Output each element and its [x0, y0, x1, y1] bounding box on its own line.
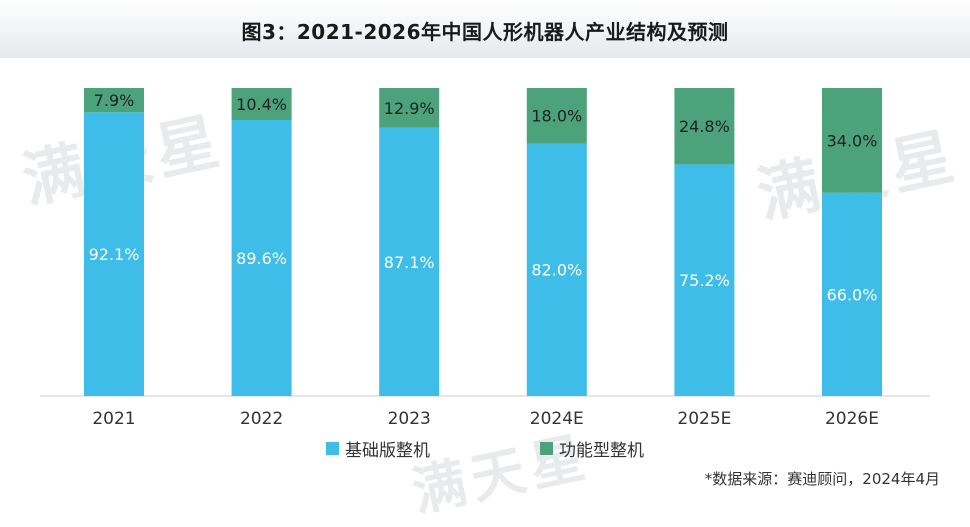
- data-label-basic-2023: 87.1%: [384, 253, 435, 272]
- x-tick-label-2022: 2022: [240, 409, 283, 429]
- data-label-basic-2024E: 82.0%: [531, 261, 582, 280]
- data-label-basic-2021: 92.1%: [89, 245, 140, 264]
- data-label-functional-2024E: 18.0%: [531, 107, 582, 126]
- bar-basic-2022: [231, 120, 292, 397]
- x-tick-label-2023: 2023: [388, 409, 431, 429]
- legend-label-series-0: 基础版整机: [345, 441, 430, 461]
- data-label-functional-2026E: 34.0%: [827, 131, 878, 150]
- x-tick-label-2021: 2021: [92, 409, 135, 429]
- legend-swatch-series-0: [326, 442, 339, 455]
- bar-basic-2026E: [822, 192, 882, 396]
- x-tick-label-2025E: 2025E: [677, 409, 731, 429]
- bar-basic-2025E: [674, 164, 735, 396]
- data-label-functional-2025E: 24.8%: [679, 117, 730, 136]
- chart-title: 图3：2021-2026年中国人形机器人产业结构及预测: [241, 20, 729, 44]
- data-label-functional-2022: 10.4%: [236, 95, 287, 114]
- bar-functional-2026E: [822, 88, 882, 193]
- stacked-bar-chart: 92.1% 7.9% 89.6% 10.4% 87.1% 12.9% 82.0% 18.0% 7…: [40, 88, 930, 429]
- x-tick-label-2024E: 2024E: [530, 409, 584, 429]
- data-label-functional-2021: 7.9%: [94, 91, 135, 110]
- title-bar: 图3：2021-2026年中国人形机器人产业结构及预测: [0, 0, 970, 58]
- x-tick-label-2026E: 2026E: [825, 409, 879, 429]
- bar-basic-2024E: [526, 143, 587, 396]
- legend-item-series-1: 功能型整机: [540, 436, 644, 461]
- source-note: *数据来源：赛迪顾问，2024年4月: [704, 470, 940, 488]
- legend-swatch-series-1: [540, 442, 553, 455]
- legend-item-series-0: 基础版整机: [326, 436, 430, 461]
- data-label-basic-2022: 89.6%: [236, 249, 287, 268]
- bar-basic-2023: [379, 127, 440, 397]
- bar-functional-2023: [379, 88, 440, 128]
- bar-functional-2022: [231, 88, 292, 121]
- bar-functional-2024E: [526, 88, 587, 144]
- bar-basic-2021: [84, 112, 144, 396]
- bar-functional-2025E: [674, 88, 735, 165]
- data-label-functional-2023: 12.9%: [384, 99, 435, 118]
- legend-label-series-1: 功能型整机: [559, 441, 644, 461]
- data-label-basic-2026E: 66.0%: [827, 285, 878, 304]
- legend: 基础版整机 功能型整机: [0, 436, 970, 461]
- bar-functional-2021: [84, 88, 144, 113]
- data-label-basic-2025E: 75.2%: [679, 271, 730, 290]
